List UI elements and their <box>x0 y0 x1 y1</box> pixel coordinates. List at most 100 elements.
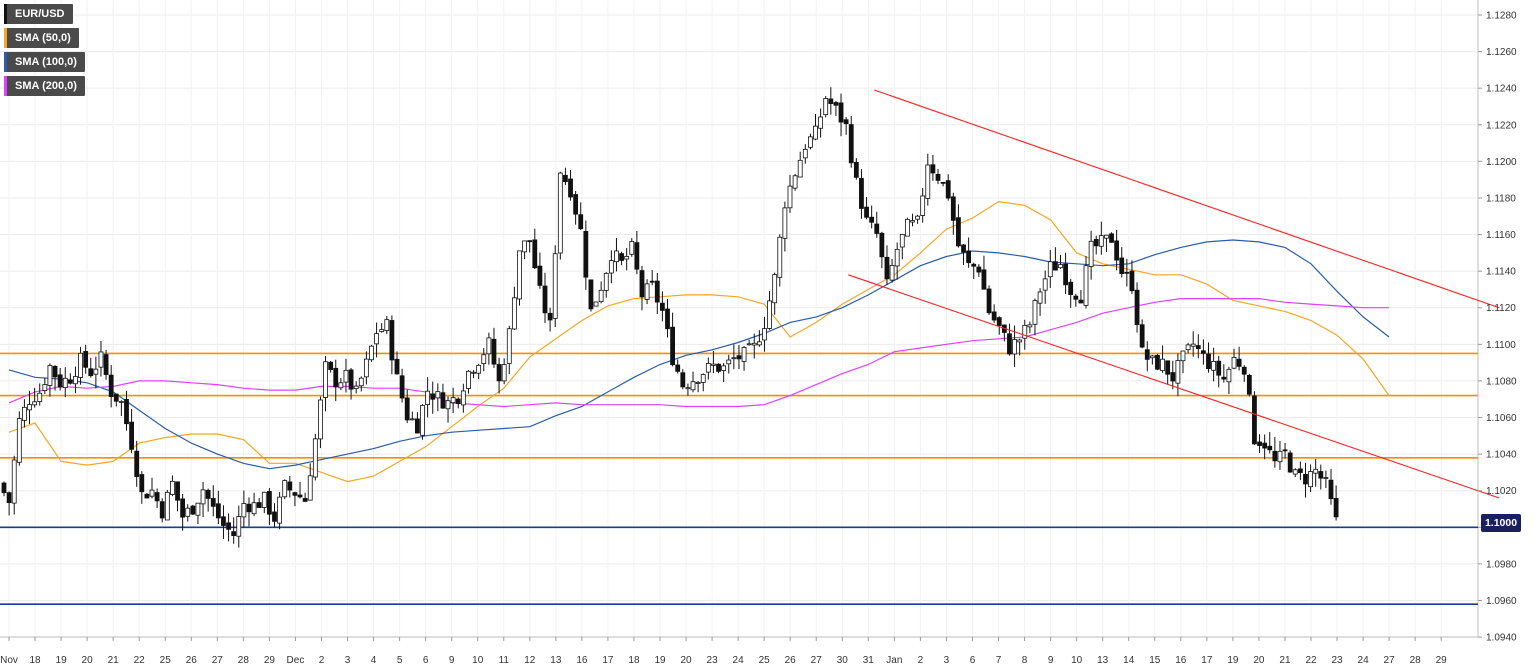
candle-body <box>981 269 987 290</box>
candle-body <box>598 289 604 303</box>
candle-body <box>409 418 415 421</box>
legend-item-sma100: SMA (100,0) <box>4 52 85 72</box>
candle-body <box>445 400 451 410</box>
x-tick-label: 30 <box>837 655 849 666</box>
candle-body <box>532 239 538 269</box>
candle-body <box>603 272 609 291</box>
candle-body <box>1037 291 1043 304</box>
candle-body <box>1083 265 1089 306</box>
trendline <box>848 274 1500 499</box>
candle-body <box>721 365 727 371</box>
candle-body <box>511 297 517 330</box>
candle-body <box>818 116 824 129</box>
candle-body <box>251 502 257 515</box>
grid <box>0 0 1479 638</box>
sma-line <box>8 200 1390 483</box>
candle-body <box>680 372 686 388</box>
candle-body <box>767 300 772 329</box>
candle-body <box>384 319 390 331</box>
candle-body <box>343 369 349 383</box>
candle-body <box>1063 263 1068 286</box>
candle-body <box>450 397 456 404</box>
trendlines <box>848 89 1500 499</box>
candle-body <box>573 194 579 215</box>
y-tick-label: 1.1160 <box>1486 230 1516 241</box>
y-tick-label: 1.1240 <box>1486 84 1517 95</box>
candle-body <box>374 333 379 345</box>
candle-body <box>1078 299 1084 304</box>
x-tick-label: 3 <box>944 655 950 666</box>
x-tick-label: 9 <box>1048 655 1054 666</box>
candle-body <box>756 341 762 346</box>
candle-body <box>1308 471 1313 488</box>
candle-body <box>910 220 915 223</box>
candle-body <box>47 365 53 386</box>
candle-body <box>685 387 691 390</box>
candle-body <box>1252 395 1257 445</box>
candle-body <box>583 230 589 278</box>
candle-body <box>144 493 150 499</box>
candle-body <box>297 494 303 498</box>
candle-body <box>935 173 941 181</box>
candle-body <box>864 206 869 218</box>
candle-body <box>358 377 364 387</box>
candle-body <box>1206 353 1211 370</box>
candle-body <box>1318 471 1324 479</box>
candle-body <box>1221 376 1227 380</box>
x-tick-label: 18 <box>628 655 640 666</box>
y-tick-label: 1.1140 <box>1486 267 1516 278</box>
candle-body <box>578 214 584 230</box>
x-tick-label: 19 <box>56 655 68 666</box>
y-tick-label: 1.1220 <box>1486 120 1517 131</box>
x-tick-label: 27 <box>811 655 823 666</box>
candle-body <box>180 498 186 518</box>
candle-body <box>853 162 859 178</box>
candle-body <box>547 312 553 321</box>
y-tick-label: 1.1280 <box>1486 11 1517 22</box>
candle-body <box>210 498 216 507</box>
candle-body <box>1134 289 1140 325</box>
candle-body <box>98 351 104 368</box>
candle-body <box>700 374 706 383</box>
x-tick-label: 17 <box>602 655 614 666</box>
candle-body <box>741 347 747 362</box>
legend-item-eurusd: EUR/USD <box>4 4 73 24</box>
candle-body <box>159 501 165 519</box>
candle-body <box>889 265 895 281</box>
candle-body <box>1201 350 1206 354</box>
horizontal-levels <box>0 352 1478 605</box>
candle-body <box>537 265 543 286</box>
candle-body <box>996 317 1002 326</box>
candle-body <box>52 365 58 378</box>
x-tick-label: 27 <box>1384 655 1396 666</box>
candle-body <box>256 502 262 508</box>
candle-body <box>415 418 420 434</box>
candle-body <box>307 475 313 501</box>
candle-body <box>1068 281 1074 295</box>
y-tick-label: 1.1260 <box>1486 47 1517 58</box>
candle-body <box>670 326 676 366</box>
candle-body <box>440 392 446 409</box>
candle-body <box>266 491 272 515</box>
candle-body <box>1032 300 1038 325</box>
candle-body <box>731 357 737 360</box>
legend-swatch <box>4 28 7 48</box>
candle-body <box>1323 477 1329 479</box>
candle-body <box>1012 339 1017 355</box>
candle-body <box>149 489 155 497</box>
x-tick-label: 19 <box>1227 655 1239 666</box>
candle-body <box>272 511 277 522</box>
candle-body <box>1022 324 1028 339</box>
candle-body <box>333 367 339 388</box>
candle-body <box>1165 360 1171 375</box>
x-tick-label: 10 <box>472 655 484 666</box>
x-tick-label: 24 <box>733 655 745 666</box>
candle-body <box>37 392 43 402</box>
candle-body <box>215 503 221 519</box>
candle-body <box>338 382 344 389</box>
candle-body <box>496 364 502 382</box>
candle-body <box>241 503 247 518</box>
candle-body <box>608 260 614 274</box>
x-tick-label: 8 <box>1022 655 1028 666</box>
candle-body <box>843 119 849 125</box>
